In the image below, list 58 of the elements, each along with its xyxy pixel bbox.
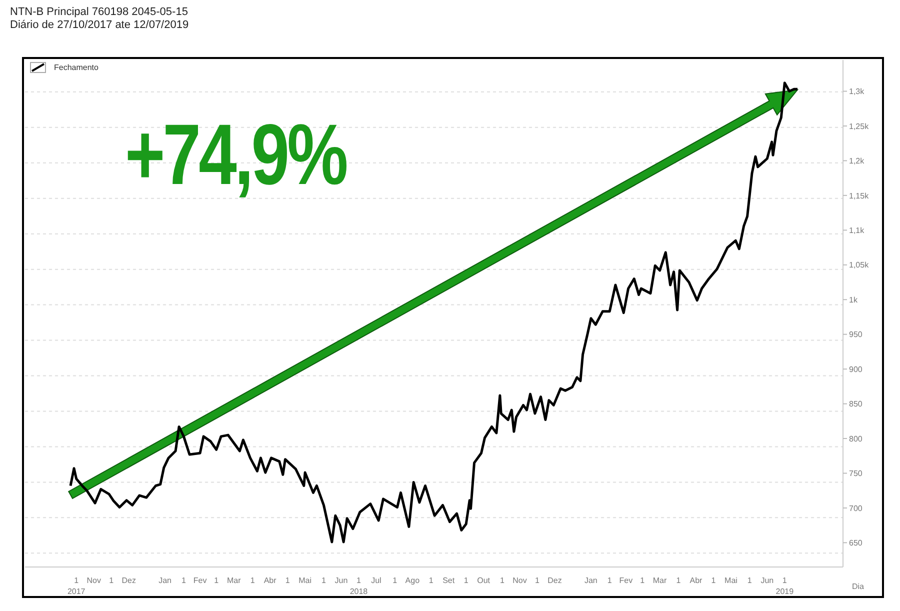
y-tick-label: 800: [849, 434, 863, 444]
y-tick-label: 650: [849, 538, 863, 548]
y-tick-label: 1k: [849, 295, 858, 304]
y-tick-label: 700: [849, 504, 863, 513]
x-tick-label: Ago: [405, 576, 420, 585]
x-tick-label: 1: [214, 576, 220, 585]
y-tick-label: 1,1k: [849, 226, 866, 235]
x-tick-label: Mai: [298, 576, 312, 585]
x-tick-label: Dez: [122, 576, 136, 585]
y-tick-label: 1,05k: [849, 260, 870, 270]
x-tick-label: 1: [181, 576, 186, 585]
x-tick-label: 1: [464, 576, 469, 585]
x-tick-label: Abr: [264, 576, 277, 585]
x-axis-title: Dia: [852, 582, 864, 591]
legend-label: Fechamento: [54, 63, 98, 72]
x-tick-label: Jul: [371, 576, 382, 585]
x-tick-label: 1: [747, 576, 752, 585]
x-tick-label: 1: [250, 576, 256, 585]
x-tick-label: Set: [442, 576, 456, 585]
x-tick-label: 1: [285, 576, 290, 585]
x-tick-label: 1 2019: [776, 576, 794, 596]
y-tick-label: 750: [849, 469, 863, 478]
x-tick-label: Out: [477, 576, 491, 585]
y-tick-label: 1,3k: [849, 87, 866, 96]
x-tick-label: 1: [676, 576, 682, 585]
x-tick-label: 1 2018: [350, 576, 368, 596]
y-tick-label: 1,2k: [849, 156, 866, 166]
y-tick-label: 1,25k: [849, 122, 870, 131]
x-tick-label: 1: [535, 576, 540, 585]
x-tick-label: 1: [392, 576, 398, 585]
chart-title: NTN-B Principal 760198 2045-05-15: [10, 6, 189, 19]
annotation: +74,9%: [125, 106, 346, 205]
x-tick-label: 1: [500, 576, 506, 585]
x-tick-label: 1: [109, 576, 114, 585]
x-tick-label: 1: [322, 576, 326, 585]
y-tick-label: 1,15k: [849, 191, 870, 200]
x-tick-label: Mai: [724, 576, 738, 585]
x-tick-label: Fev: [619, 576, 633, 585]
x-tick-label: Nov: [86, 576, 101, 585]
x-tick-label: Jan: [158, 576, 172, 585]
chart-subtitle: Diário de 27/10/2017 ate 12/07/2019: [10, 19, 189, 32]
x-tick-label: Jan: [584, 576, 598, 585]
x-tick-label: 1: [640, 576, 646, 585]
x-tick-label: Abr: [690, 576, 703, 585]
x-tick-label: Dez: [548, 576, 562, 585]
x-tick-label: 1 2017: [67, 576, 86, 596]
x-tick-label: 1: [607, 576, 612, 585]
x-tick-label: Mar: [226, 576, 242, 585]
x-tick-label: Jun: [760, 576, 774, 585]
x-tick-label: 1: [711, 576, 716, 585]
x-tick-label: 1: [428, 576, 434, 585]
x-tick-label: Jun: [334, 576, 348, 585]
y-tick-label: 950: [849, 330, 863, 340]
x-tick-label: Fev: [193, 576, 207, 585]
y-tick-label: 900: [849, 364, 863, 374]
y-tick-label: 850: [849, 400, 863, 409]
x-tick-label: Nov: [512, 576, 527, 585]
x-tick-label: Mar: [652, 576, 668, 585]
